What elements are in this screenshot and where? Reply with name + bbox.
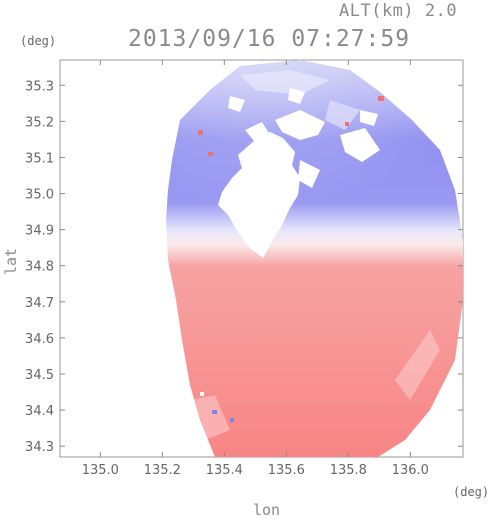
x-tick-label: 135.0 xyxy=(82,463,119,478)
y-axis-unit: (deg) xyxy=(20,34,57,48)
x-tick-label: 135.6 xyxy=(268,463,305,478)
y-tick-label: 35.0 xyxy=(25,188,54,203)
velocity-field xyxy=(166,60,463,457)
y-axis-ticks: 34.3 34.4 34.5 34.6 34.7 34.8 34.9 35.0 35.1 35.2… xyxy=(25,79,463,455)
altitude-label: ALT(km) 2.0 xyxy=(339,1,458,21)
y-tick-label: 35.3 xyxy=(25,79,54,94)
y-tick-label: 34.4 xyxy=(25,404,54,419)
x-axis-unit: (deg) xyxy=(453,485,490,499)
y-tick-label: 35.2 xyxy=(25,115,54,130)
x-tick-label: 135.4 xyxy=(206,463,243,478)
timestamp-title: 2013/09/16 07:27:59 xyxy=(128,26,411,52)
y-tick-label: 34.8 xyxy=(25,260,54,275)
y-tick-label: 34.9 xyxy=(25,224,54,239)
x-axis-ticks: 135.0 135.2 135.4 135.6 135.8 136.0 xyxy=(82,60,429,478)
x-tick-label: 135.8 xyxy=(330,463,367,478)
y-tick-label: 34.6 xyxy=(25,332,54,347)
x-tick-label: 135.2 xyxy=(144,463,181,478)
y-tick-label: 34.7 xyxy=(25,296,54,311)
y-tick-label: 34.3 xyxy=(25,440,54,455)
y-tick-label: 34.5 xyxy=(25,368,54,383)
x-axis-label: lon xyxy=(253,501,281,519)
x-tick-label: 136.0 xyxy=(392,463,429,478)
y-tick-label: 35.1 xyxy=(25,151,54,166)
